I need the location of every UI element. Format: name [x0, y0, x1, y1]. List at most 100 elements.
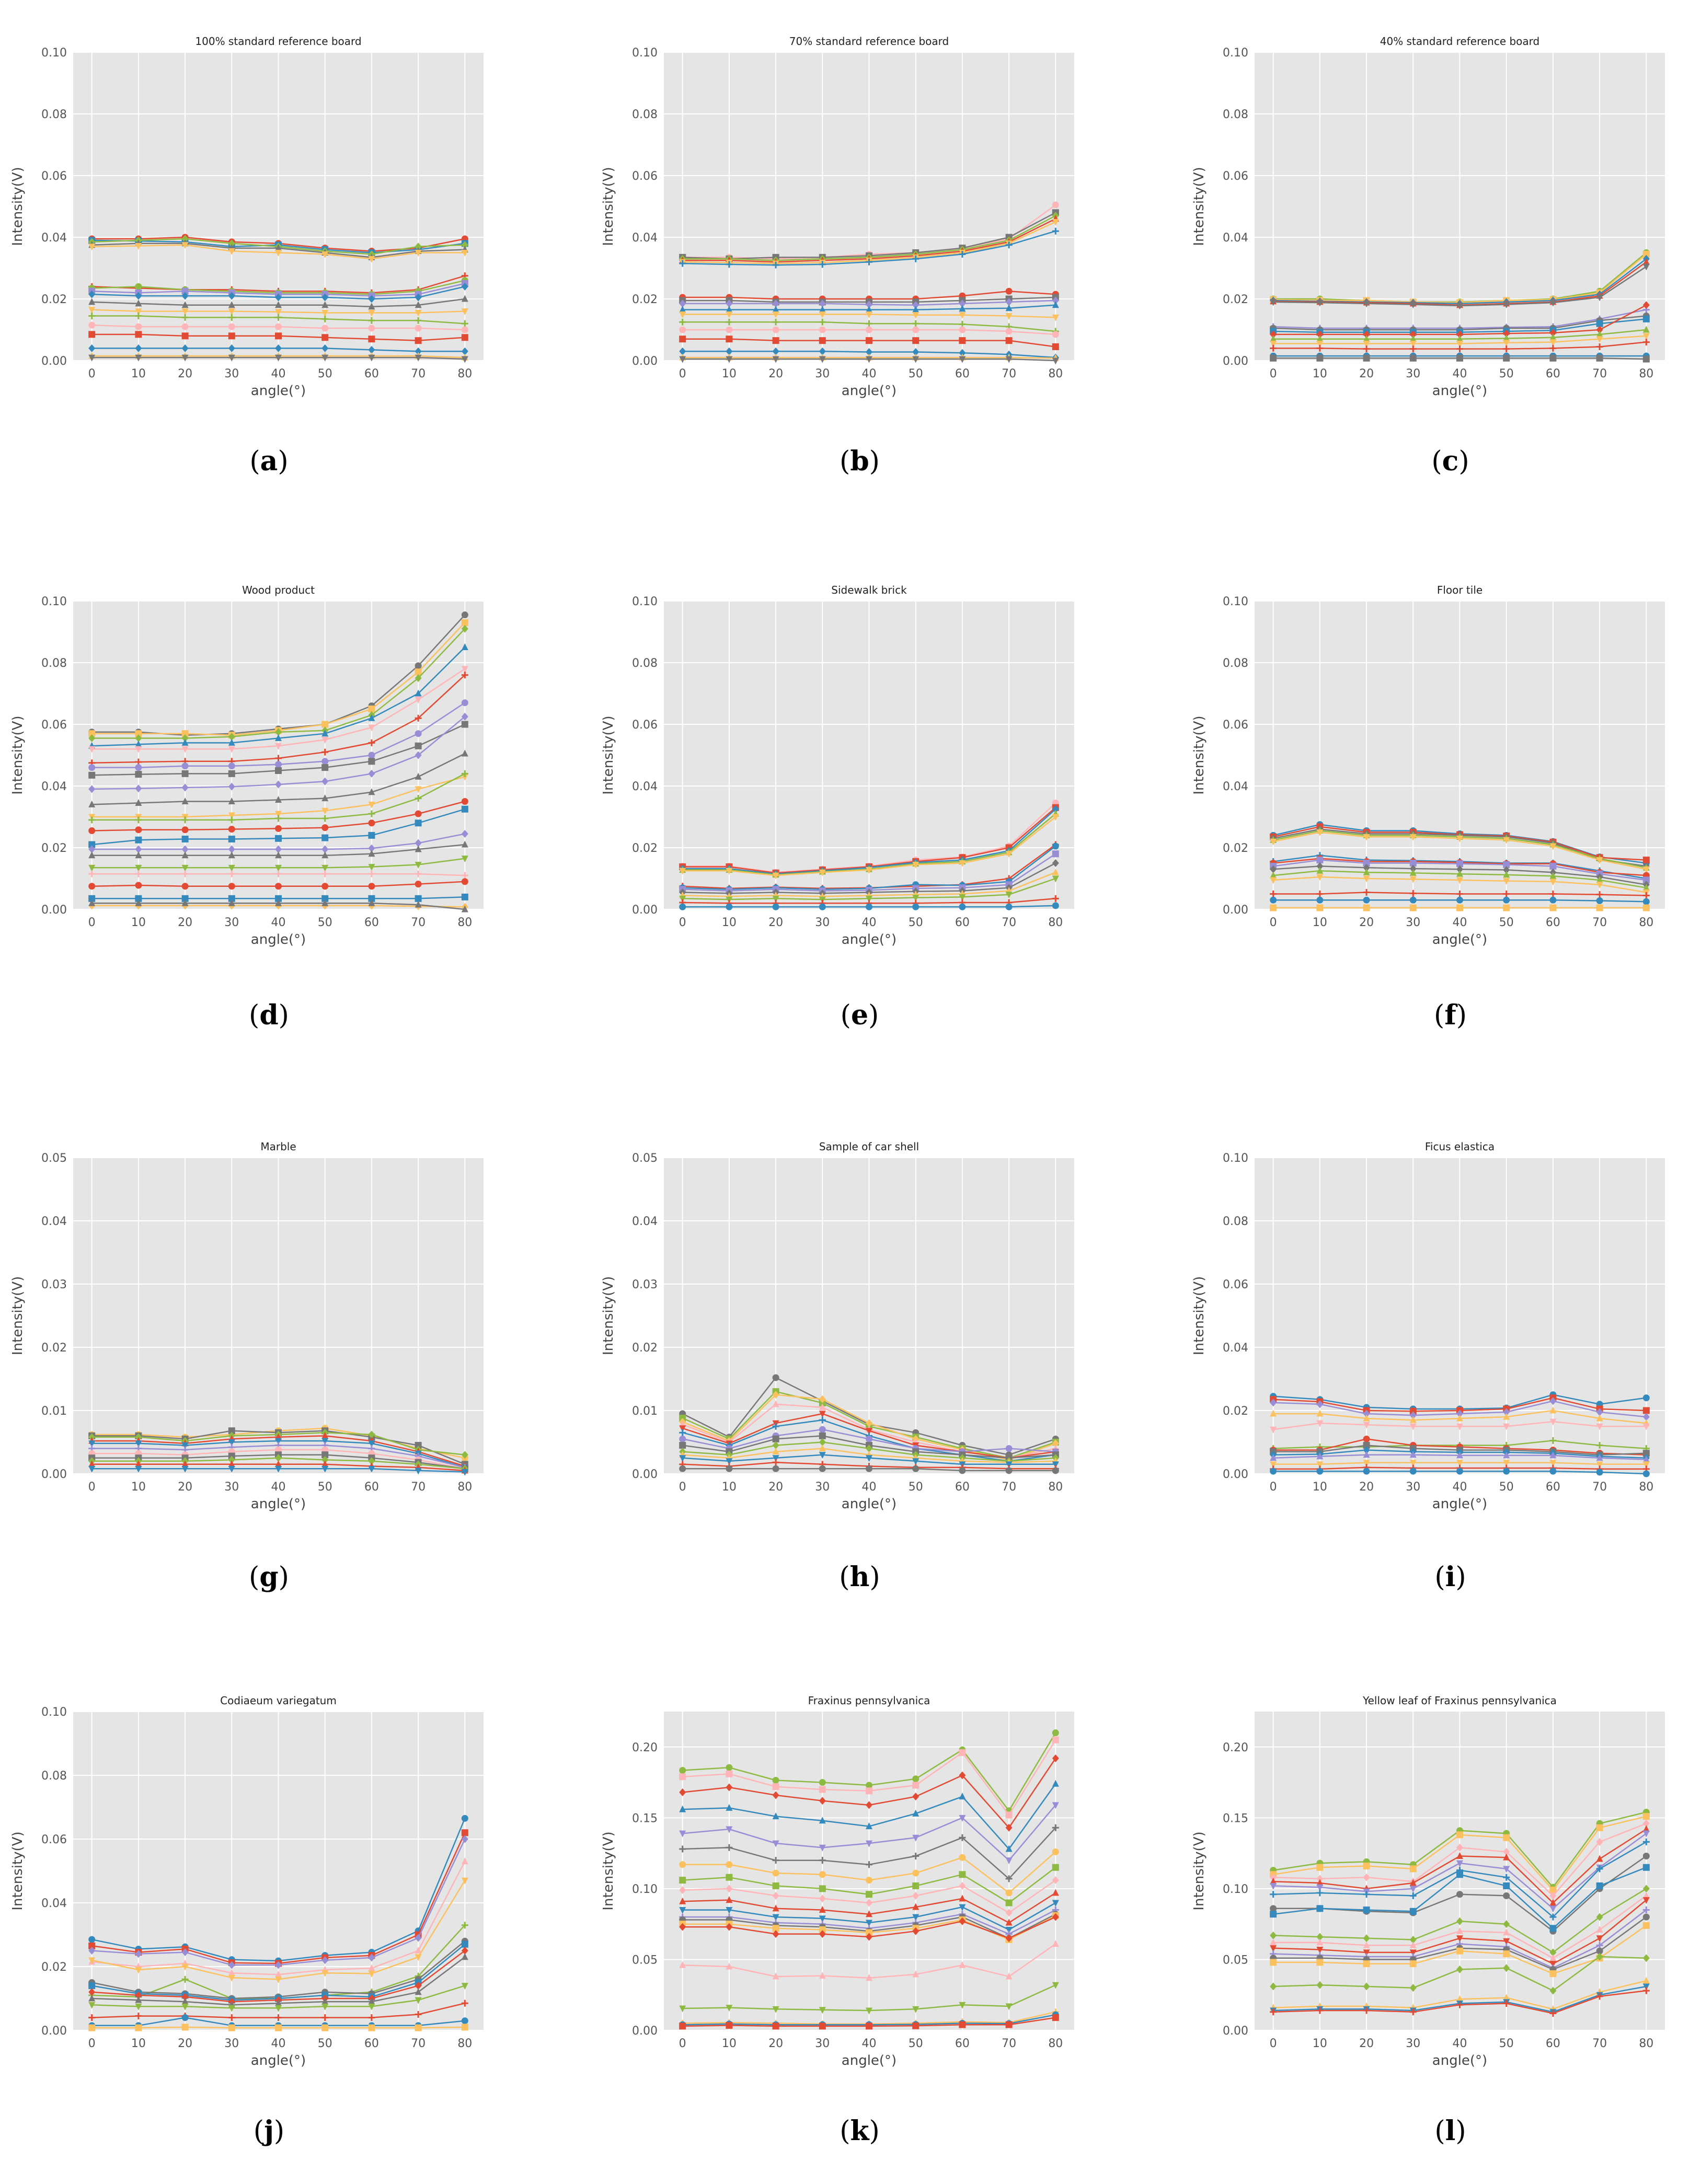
data-point	[866, 306, 872, 313]
data-point	[1503, 1853, 1510, 1861]
data-point	[1409, 1411, 1417, 1419]
data-point	[275, 1999, 282, 2006]
series-line-s20	[88, 893, 468, 902]
data-point	[912, 1914, 920, 1921]
y-tick-label: 0.00	[632, 904, 658, 917]
series-line-s11	[88, 1983, 468, 2012]
y-tick-label: 0.02	[41, 293, 67, 306]
data-point	[772, 1459, 779, 1466]
chart-panel-f: 0 10 20 30 40 50 60 70 80 0.00 0.02 0.04 0.06 0.08 0.1…	[1191, 584, 1665, 1031]
data-point	[228, 826, 235, 833]
data-point	[415, 819, 422, 827]
data-point	[772, 1455, 779, 1462]
data-point	[912, 1853, 920, 1860]
data-point	[275, 761, 282, 768]
series-line-s11	[88, 307, 468, 317]
data-point	[1363, 335, 1370, 342]
x-tick-label: 30	[224, 916, 239, 929]
data-point	[1549, 1986, 1557, 1995]
data-point	[368, 819, 375, 827]
data-point	[1052, 859, 1059, 867]
data-point	[88, 1440, 96, 1448]
y-tick-label: 0.10	[632, 595, 658, 608]
data-point	[1642, 1813, 1650, 1820]
data-point	[679, 2023, 686, 2030]
data-point	[461, 308, 468, 316]
data-point	[88, 827, 96, 835]
data-point	[321, 834, 329, 841]
y-tick-label: 0.06	[632, 719, 658, 732]
x-tick-label: 50	[318, 367, 332, 380]
y-tick-label: 0.08	[41, 108, 67, 121]
data-point	[135, 740, 142, 747]
data-point	[1363, 1982, 1370, 1991]
data-point	[819, 1465, 826, 1472]
data-point	[1642, 250, 1650, 258]
data-point	[1409, 1960, 1417, 1968]
y-axis-label: Intensity(V)	[10, 1831, 26, 1910]
data-point	[1456, 891, 1463, 897]
data-point	[135, 243, 142, 250]
data-point	[1549, 354, 1557, 362]
data-point	[88, 312, 96, 319]
x-tick-label: 60	[364, 367, 379, 380]
data-point	[1409, 1423, 1417, 1430]
data-point	[819, 1972, 826, 1979]
data-point	[321, 895, 329, 902]
data-point	[1316, 299, 1324, 307]
data-point	[368, 899, 375, 906]
data-point	[1456, 835, 1463, 842]
y-tick-label: 0.04	[41, 232, 67, 245]
series-line-s3	[88, 1835, 468, 1969]
data-point	[912, 356, 920, 363]
x-tick-label: 80	[457, 2037, 472, 2050]
data-point	[135, 771, 142, 778]
data-point	[1549, 1905, 1557, 1913]
data-point	[228, 292, 235, 300]
data-point	[181, 287, 189, 295]
data-point	[135, 344, 142, 352]
data-point	[1642, 263, 1650, 271]
data-point	[866, 1920, 872, 1927]
data-point	[181, 2024, 189, 2031]
data-point	[1363, 860, 1370, 866]
data-point	[88, 1982, 96, 1990]
data-point	[368, 1430, 375, 1439]
data-point	[1549, 904, 1557, 911]
data-point	[181, 1997, 189, 2005]
data-point	[679, 903, 686, 910]
data-point	[228, 2014, 235, 2021]
data-point	[1456, 1451, 1463, 1459]
data-point	[461, 856, 468, 863]
data-point	[866, 895, 872, 903]
data-point	[1005, 241, 1013, 249]
series-line-s9	[1270, 1885, 1650, 1957]
data-point	[368, 788, 375, 795]
data-point	[819, 1786, 826, 1793]
data-point	[1270, 1454, 1277, 1461]
data-point	[415, 689, 422, 697]
data-point	[135, 746, 142, 753]
series-line-s15	[1270, 1952, 1650, 1995]
data-point	[368, 864, 375, 871]
data-point	[415, 714, 422, 722]
y-tick-label: 0.00	[41, 355, 67, 368]
data-point	[819, 1432, 826, 1439]
data-point	[1270, 299, 1277, 306]
data-point	[135, 1460, 142, 1467]
data-point	[1052, 842, 1059, 850]
x-tick-label: 60	[955, 916, 970, 929]
data-point	[1503, 1874, 1510, 1881]
data-point	[461, 840, 468, 848]
data-point	[1642, 1455, 1650, 1463]
panel-letter: (e)	[841, 999, 879, 1031]
data-point	[1052, 314, 1059, 321]
data-point	[1316, 874, 1324, 881]
data-point	[181, 235, 189, 243]
data-point	[88, 298, 96, 305]
data-point	[415, 242, 422, 251]
x-tick-label: 50	[1499, 2037, 1514, 2050]
data-point	[819, 2023, 826, 2030]
x-axis-label: angle(°)	[1432, 1496, 1487, 1512]
data-point	[1642, 339, 1650, 346]
